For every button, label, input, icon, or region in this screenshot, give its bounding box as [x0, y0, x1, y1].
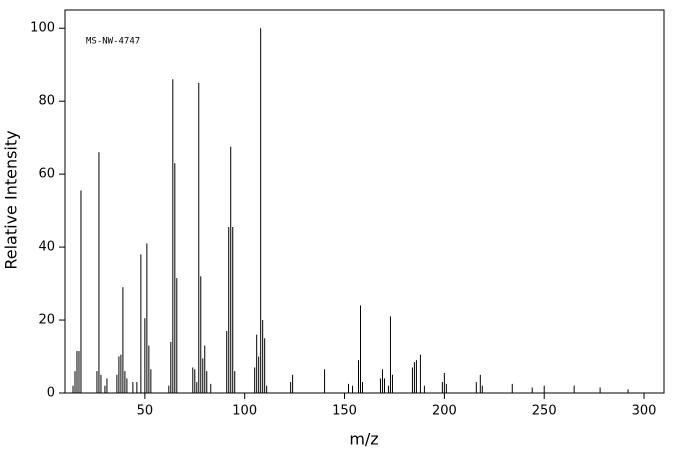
y-tick-label: 20	[38, 313, 55, 328]
y-tick-label: 40	[38, 240, 55, 255]
x-tick-label: 50	[137, 404, 154, 419]
x-tick-label: 300	[632, 404, 657, 419]
y-tick-label: 0	[47, 386, 55, 401]
x-tick-label: 200	[432, 404, 457, 419]
x-axis-label: m/z	[349, 430, 378, 449]
plot-frame	[64, 9, 665, 394]
annotation: MS-NW-4747	[86, 37, 140, 47]
x-tick-label: 100	[232, 404, 257, 419]
x-tick-label: 250	[532, 404, 557, 419]
y-tick-label: 100	[30, 21, 55, 36]
y-axis-label: Relative Intensity	[2, 130, 21, 269]
y-tick-label: 80	[38, 94, 55, 109]
x-tick-label: 150	[332, 404, 357, 419]
y-tick-label: 60	[38, 167, 55, 182]
